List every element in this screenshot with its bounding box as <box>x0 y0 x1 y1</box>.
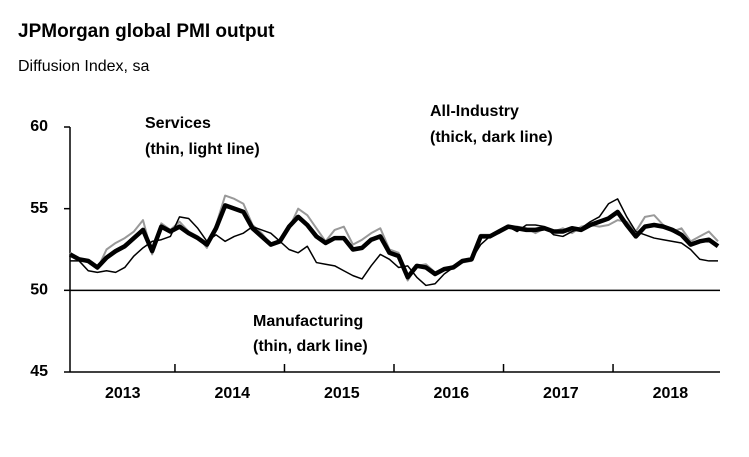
chart-title: JPMorgan global PMI output <box>18 21 275 42</box>
chart-subtitle: Diffusion Index, sa <box>18 58 149 75</box>
x-tick-label: 2014 <box>214 385 250 402</box>
y-tick-label: 50 <box>30 282 48 299</box>
series-line <box>68 203 720 280</box>
annotation: (thin, light line) <box>145 141 260 158</box>
annotation: Services <box>145 115 211 132</box>
y-tick-label: 60 <box>30 118 48 135</box>
x-tick-label: 2013 <box>105 385 141 402</box>
annotation: Manufacturing <box>253 313 363 330</box>
y-tick-label: 55 <box>30 200 48 217</box>
series-line <box>69 194 719 282</box>
x-tick-label: 2016 <box>434 385 470 402</box>
annotation: All-Industry <box>430 103 519 120</box>
annotation: (thin, dark line) <box>253 338 368 355</box>
annotation: (thick, dark line) <box>430 129 553 146</box>
y-tick-label: 45 <box>30 363 48 380</box>
x-tick-label: 2017 <box>543 385 579 402</box>
x-tick-label: 2015 <box>324 385 360 402</box>
series-line <box>70 198 718 287</box>
x-tick-label: 2018 <box>653 385 689 402</box>
